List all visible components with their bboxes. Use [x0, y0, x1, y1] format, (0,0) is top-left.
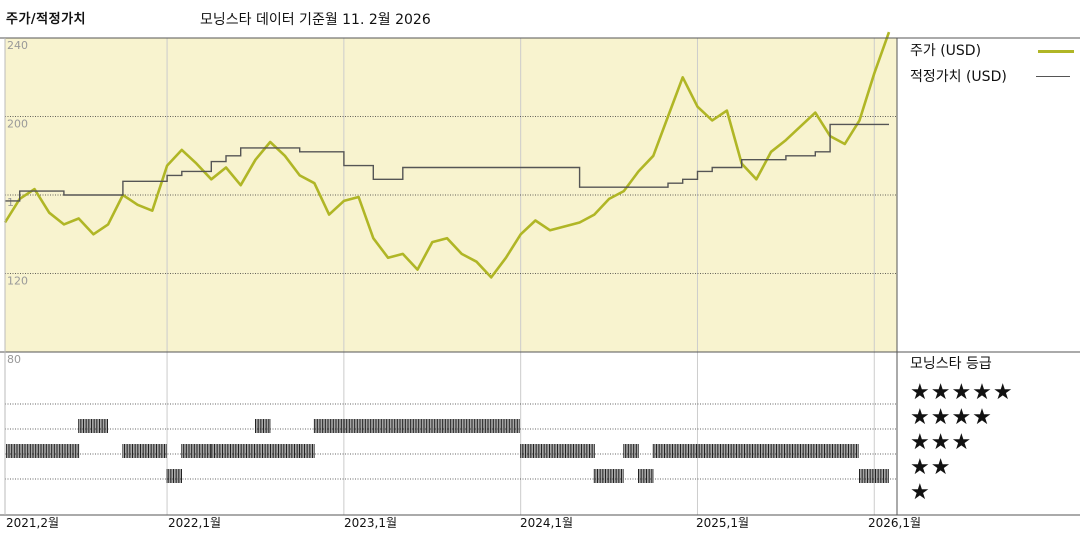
rating-4-stars: ★★★★ [910, 405, 993, 430]
legend-fair-label: 적정가치 (USD) [910, 69, 1007, 85]
rating-bar-4-stars [78, 419, 108, 433]
legend-fair: 적정가치 (USD) [910, 66, 1070, 86]
y-tick-label: 200 [7, 118, 28, 131]
rating-bar-3-stars [210, 444, 300, 458]
ratings-title: 모닝스타 등급 [910, 356, 992, 372]
rating-bar-2-stars [593, 469, 624, 483]
legend-price-swatch [1038, 50, 1074, 53]
rating-2-stars: ★★ [910, 455, 952, 480]
rating-bar-2-stars [859, 469, 889, 483]
x-tick-label: 2025,1월 [696, 516, 750, 530]
y-tick-label: 240 [7, 39, 28, 52]
rating-bar-3-stars [652, 444, 859, 458]
legend-fair-swatch [1036, 76, 1070, 77]
rating-bar-3-stars [4, 444, 80, 458]
y-tick-label: 1 [7, 196, 14, 209]
rating-1-star: ★ [910, 480, 931, 505]
rating-bar-3-stars [299, 444, 315, 458]
rating-3-stars: ★★★ [910, 430, 973, 455]
rating-bar-3-stars [122, 444, 167, 458]
rating-bar-4-stars [313, 419, 520, 433]
x-tick-label: 2024,1월 [520, 516, 574, 530]
x-tick-label: 2026,1월 [868, 516, 922, 530]
rating-bar-2-stars [166, 469, 182, 483]
rating-bar-3-stars [520, 444, 595, 458]
legend-price: 주가 (USD) [910, 40, 1074, 60]
rating-bar-3-stars [623, 444, 639, 458]
rating-bar-4-stars [255, 419, 271, 433]
rating-5-stars: ★★★★★ [910, 380, 1014, 405]
fair-value-line [5, 123, 889, 202]
legend-price-label: 주가 (USD) [910, 43, 982, 59]
y-tick-label: 80 [7, 353, 21, 366]
x-tick-label: 2022,1월 [168, 516, 222, 530]
chart-title: 주가/적정가치 [6, 12, 87, 27]
x-tick-label: 2023,1월 [344, 516, 398, 530]
x-tick-label: 2021,2월 [6, 516, 60, 530]
rating-bar-3-stars [181, 444, 212, 458]
rating-bar-2-stars [638, 469, 654, 483]
data-date-label: 모닝스타 데이터 기준월 11. 2월 2026 [200, 12, 431, 28]
y-tick-label: 120 [7, 275, 28, 288]
